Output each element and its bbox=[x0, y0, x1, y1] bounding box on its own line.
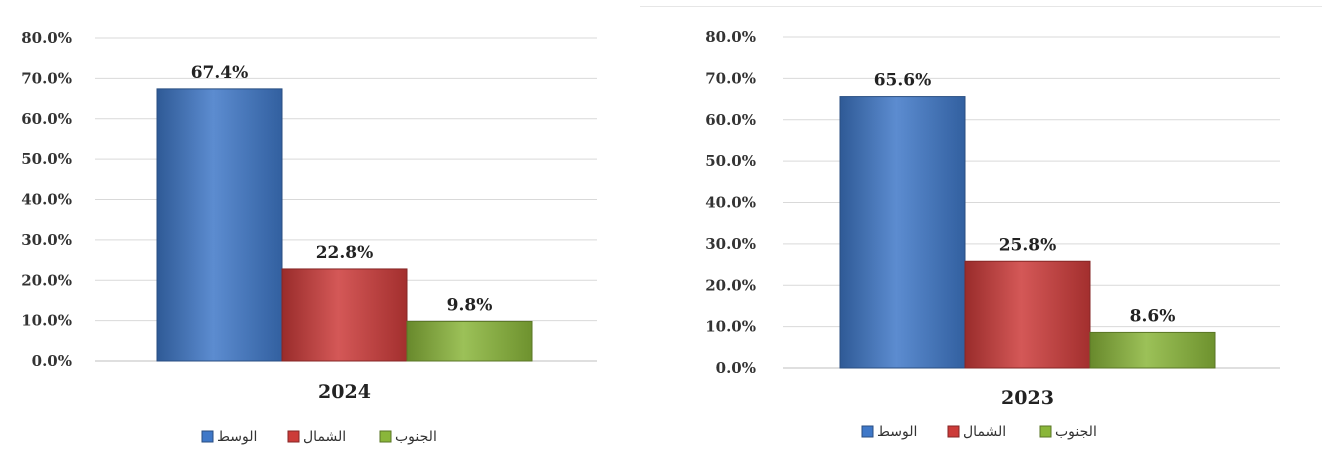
y-tick-label: 10.0% bbox=[705, 318, 756, 336]
data-label: 25.8% bbox=[999, 235, 1057, 255]
legend-label: الشمال bbox=[303, 429, 346, 445]
category-label: 2024 bbox=[318, 381, 371, 403]
y-tick-label: 0.0% bbox=[32, 352, 72, 370]
chart-svg: 0.0% 10.0% 20.0% 30.0% 40.0% 50.0% 60.0% 70.0% 8… bbox=[21, 29, 597, 445]
chart-2023: 0.0% 10.0% 20.0% 30.0% 40.0% 50.0% 60.0% 70.0% 8… bbox=[640, 0, 1328, 461]
legend-swatch bbox=[1039, 425, 1052, 438]
y-tick-label: 80.0% bbox=[21, 29, 72, 47]
y-tick-label: 50.0% bbox=[21, 150, 72, 168]
legend-swatch bbox=[861, 425, 874, 438]
legend-swatch bbox=[201, 430, 214, 443]
legend-swatch bbox=[287, 430, 300, 443]
y-tick-label: 40.0% bbox=[21, 191, 72, 209]
bar-1 bbox=[964, 260, 1091, 369]
chart-2024: 0.0% 10.0% 20.0% 30.0% 40.0% 50.0% 60.0% 70.0% 8… bbox=[0, 0, 640, 461]
legend-swatch bbox=[379, 430, 392, 443]
category-label: 2023 bbox=[1001, 387, 1054, 409]
legend-label: الجنوب bbox=[395, 429, 437, 445]
data-label: 8.6% bbox=[1130, 306, 1176, 326]
y-tick-label: 0.0% bbox=[716, 359, 756, 377]
panel-border bbox=[640, 6, 1322, 7]
bar-2 bbox=[1089, 331, 1216, 369]
legend-label: الوسط bbox=[217, 429, 257, 445]
y-tick-label: 10.0% bbox=[21, 312, 72, 330]
chart-svg: 0.0% 10.0% 20.0% 30.0% 40.0% 50.0% 60.0% 70.0% 8… bbox=[705, 28, 1280, 440]
y-tick-label: 70.0% bbox=[705, 69, 756, 87]
y-tick-label: 20.0% bbox=[21, 271, 72, 289]
bar-2 bbox=[406, 320, 533, 362]
bar-0 bbox=[839, 96, 966, 369]
y-tick-label: 50.0% bbox=[705, 152, 756, 170]
y-tick-label: 60.0% bbox=[705, 111, 756, 129]
data-label: 65.6% bbox=[874, 71, 932, 91]
data-label: 22.8% bbox=[316, 243, 374, 263]
bar-0 bbox=[156, 88, 283, 362]
legend-swatch bbox=[947, 425, 960, 438]
legend-label: الجنوب bbox=[1055, 424, 1097, 440]
y-tick-label: 80.0% bbox=[705, 28, 756, 46]
data-label: 9.8% bbox=[447, 295, 493, 315]
bar-1 bbox=[281, 268, 408, 362]
legend-label: الوسط bbox=[877, 424, 917, 440]
data-label: 67.4% bbox=[191, 63, 249, 83]
legend: الوسط الشمال الجنوب bbox=[201, 429, 437, 445]
legend: الوسط الشمال الجنوب bbox=[861, 424, 1097, 440]
y-tick-label: 70.0% bbox=[21, 69, 72, 87]
y-tick-label: 60.0% bbox=[21, 110, 72, 128]
legend-label: الشمال bbox=[963, 424, 1006, 440]
y-tick-label: 40.0% bbox=[705, 194, 756, 212]
y-tick-label: 20.0% bbox=[705, 276, 756, 294]
y-tick-label: 30.0% bbox=[705, 235, 756, 253]
y-tick-label: 30.0% bbox=[21, 231, 72, 249]
